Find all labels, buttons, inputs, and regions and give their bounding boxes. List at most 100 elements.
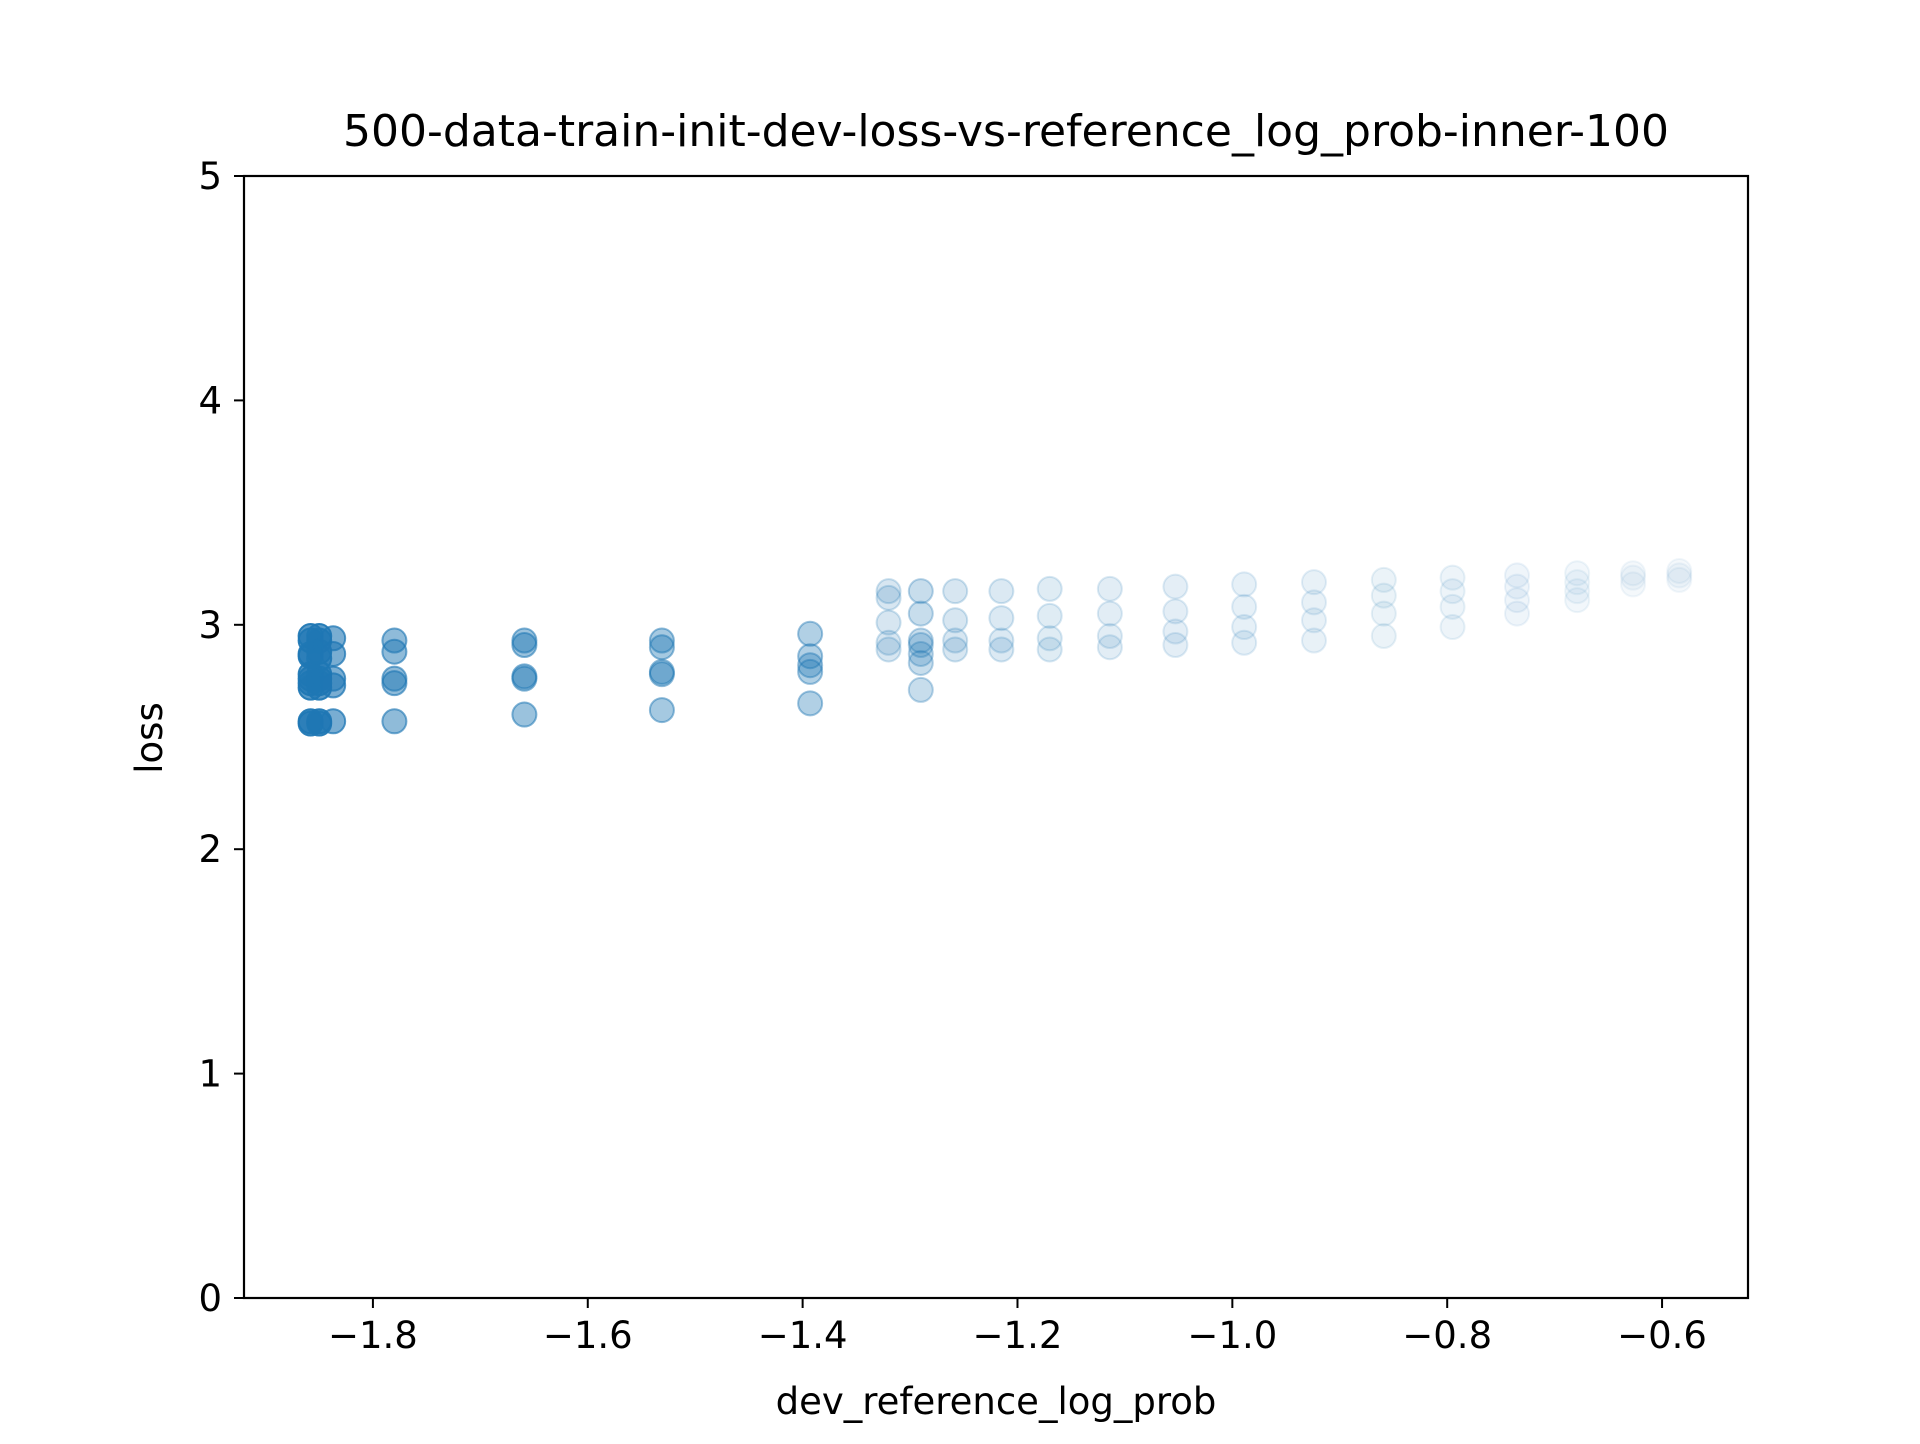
y-axis-label: loss xyxy=(128,702,171,773)
scatter-point xyxy=(1231,571,1258,598)
scatter-point xyxy=(648,697,675,724)
y-tick-label: 3 xyxy=(198,604,222,647)
scatter-point xyxy=(942,578,969,605)
scatter-point xyxy=(988,605,1015,632)
scatter-point xyxy=(648,627,675,654)
y-tick-label: 4 xyxy=(198,379,222,422)
scatter-point xyxy=(1564,578,1591,605)
x-axis-ticks: −1.8 −1.6 −1.4 −1.2 −1.0 −0.8 −0.6 xyxy=(328,1298,1707,1357)
y-tick-label: 2 xyxy=(198,828,222,871)
scatter-point xyxy=(942,627,969,654)
scatter-point xyxy=(907,600,934,627)
scatter-point xyxy=(1439,564,1466,591)
chart-title: 500-data-train-init-dev-loss-vs-referenc… xyxy=(343,106,1669,157)
scatter-point xyxy=(1666,557,1693,584)
scatter-point xyxy=(648,661,675,688)
x-tick-label: −1.2 xyxy=(973,1314,1063,1357)
scatter-point xyxy=(907,676,934,703)
y-tick-label: 5 xyxy=(198,155,222,198)
x-tick-label: −0.8 xyxy=(1402,1314,1492,1357)
scatter-point xyxy=(648,634,675,661)
scatter-point xyxy=(1231,629,1258,656)
scatter-point xyxy=(797,658,824,685)
scatter-point xyxy=(1096,600,1123,627)
scatter-point xyxy=(907,627,934,654)
scatter-point xyxy=(1564,587,1591,614)
scatter-point xyxy=(511,665,538,692)
y-axis-ticks: 0 1 2 3 4 5 xyxy=(198,155,244,1320)
scatter-point xyxy=(942,607,969,634)
scatter-point xyxy=(1036,625,1063,652)
scatter-point xyxy=(907,578,934,605)
scatter-point xyxy=(988,578,1015,605)
scatter-point xyxy=(875,636,902,663)
scatter-point xyxy=(907,640,934,667)
x-tick-label: −1.0 xyxy=(1187,1314,1277,1357)
scatter-point xyxy=(1162,632,1189,658)
scatter-point xyxy=(320,708,347,735)
scatter-point xyxy=(1370,582,1397,609)
scatter-point xyxy=(875,584,902,611)
plot-area-frame xyxy=(242,174,1750,1300)
x-tick-label: −1.6 xyxy=(543,1314,633,1357)
scatter-point xyxy=(1096,634,1123,661)
scatter-point xyxy=(1504,587,1531,614)
scatter-point xyxy=(1036,602,1063,629)
scatter-point xyxy=(875,578,902,605)
scatter-point xyxy=(1231,593,1258,620)
scatter-point xyxy=(1666,562,1693,589)
scatter-point xyxy=(381,670,408,697)
scatter-point xyxy=(1300,627,1327,654)
x-axis-label: dev_reference_log_prob xyxy=(776,1380,1217,1423)
scatter-point xyxy=(1370,600,1397,627)
scatter-point xyxy=(797,652,824,679)
x-tick-label: −0.6 xyxy=(1617,1314,1707,1357)
scatter-point xyxy=(907,649,934,676)
scatter-point xyxy=(511,701,538,728)
scatter-point xyxy=(1162,573,1189,600)
scatter-point xyxy=(1036,636,1063,663)
scatter-point xyxy=(1036,575,1063,602)
scatter-point xyxy=(1370,566,1397,593)
scatter-point xyxy=(1504,600,1531,627)
scatter-point xyxy=(1504,573,1531,600)
scatter-point xyxy=(381,638,408,665)
scatter-point xyxy=(1162,598,1189,625)
y-tick-label: 1 xyxy=(198,1053,222,1096)
scatter-point xyxy=(1620,571,1647,598)
scatter-point xyxy=(1439,593,1466,620)
scatter-point xyxy=(797,690,824,717)
scatter-point xyxy=(1300,569,1327,596)
scatter-point xyxy=(1370,623,1397,650)
scatter-point xyxy=(1439,614,1466,641)
scatter-point xyxy=(320,640,347,667)
scatter-point xyxy=(1504,562,1531,589)
scatter-point xyxy=(1620,560,1647,587)
scatter-point xyxy=(511,632,538,658)
scatter-point xyxy=(1439,578,1466,605)
scatter-point xyxy=(1564,569,1591,596)
scatter-point xyxy=(1231,614,1258,641)
scatter-point xyxy=(942,636,969,663)
scatter-point xyxy=(797,620,824,647)
scatter-point xyxy=(1300,607,1327,634)
scatter-point xyxy=(875,609,902,636)
y-tick-label: 0 xyxy=(198,1277,222,1320)
points-layer xyxy=(297,557,1693,737)
scatter-point xyxy=(1620,564,1647,591)
scatter-point xyxy=(907,632,934,658)
x-tick-label: −1.8 xyxy=(328,1314,418,1357)
scatter-point xyxy=(988,636,1015,663)
scatter-point xyxy=(1096,575,1123,602)
scatter-point xyxy=(1162,618,1189,645)
scatter-point xyxy=(381,708,408,735)
scatter-point xyxy=(1564,560,1591,587)
scatter-point xyxy=(1096,623,1123,650)
scatter-point xyxy=(1300,589,1327,616)
scatter-point xyxy=(875,629,902,656)
x-tick-label: −1.4 xyxy=(758,1314,848,1357)
scatter-point xyxy=(988,627,1015,654)
scatter-point xyxy=(797,643,824,670)
